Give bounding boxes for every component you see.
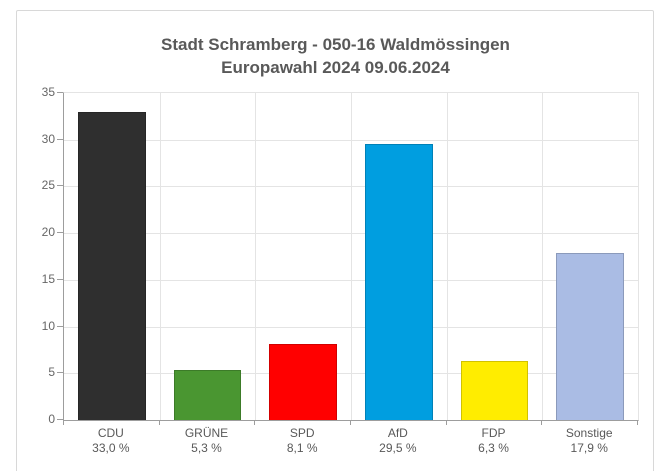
x-axis-labels: CDU 33,0 % GRÜNE 5,3 % SPD 8,1 % AfD 29,5 % FDP 6… [63, 426, 637, 456]
bar-fdp [460, 361, 529, 420]
y-tick-label: 30 [41, 131, 55, 146]
chart-subtitle: Europawahl 2024 09.06.2024 [221, 58, 450, 77]
category-value-label: 17,9 % [570, 441, 608, 455]
category-label: Sonstige [565, 426, 613, 440]
x-label-fdp: FDP 6,3 % [446, 426, 542, 456]
category-value-label: 29,5 % [379, 441, 417, 455]
category-value-label: 8,1 % [286, 441, 318, 455]
x-label-afd: AfD 29,5 % [350, 426, 446, 456]
category-label: CDU [97, 426, 124, 440]
x-tick-mark [350, 420, 351, 425]
y-tick-mark [57, 185, 63, 187]
x-tick-mark [445, 420, 447, 425]
category-value-label: 33,0 % [92, 441, 130, 455]
bar-gruene [173, 370, 242, 420]
category-label: SPD [289, 426, 315, 440]
chart-title-block: Stadt Schramberg - 050-16 Waldmössingen … [0, 33, 671, 79]
x-tick-mark [63, 420, 64, 425]
y-tick-mark [57, 232, 63, 234]
x-label-cdu: CDU 33,0 % [63, 426, 159, 456]
gridline-vertical [351, 93, 352, 420]
x-tick-mark [158, 420, 160, 425]
x-label-spd: SPD 8,1 % [254, 426, 350, 456]
chart-title: Stadt Schramberg - 050-16 Waldmössingen [161, 35, 510, 54]
bar-afd [364, 144, 433, 420]
gridline-vertical [255, 93, 257, 420]
y-tick-label: 10 [41, 318, 55, 333]
plot-area [63, 92, 639, 421]
chart-frame [16, 10, 654, 471]
bar-sonstige [556, 252, 625, 420]
gridline-vertical [542, 93, 544, 420]
y-tick-mark [57, 92, 63, 93]
y-tick-mark [57, 372, 63, 374]
category-label: AfD [387, 426, 408, 440]
y-tick-mark [57, 419, 63, 420]
x-tick-mark [637, 420, 638, 425]
y-tick-label: 25 [41, 178, 55, 193]
category-label: GRÜNE [184, 426, 229, 440]
bar-cdu [77, 111, 146, 420]
y-tick-label: 35 [41, 85, 55, 99]
y-tick-mark [57, 138, 63, 140]
gridline-vertical [159, 93, 161, 420]
y-tick-mark [57, 278, 63, 280]
x-tick-mark [254, 420, 256, 425]
x-tick-mark [541, 420, 543, 425]
y-tick-label: 20 [41, 225, 55, 240]
y-tick-label: 15 [41, 271, 55, 286]
y-tick-mark [57, 325, 63, 327]
bar-spd [269, 344, 338, 420]
gridline-vertical [446, 93, 448, 420]
y-tick-label: 0 [48, 412, 55, 426]
category-value-label: 5,3 % [191, 441, 222, 455]
category-value-label: 6,3 % [478, 441, 509, 455]
y-tick-label: 5 [48, 365, 55, 380]
category-label: FDP [481, 426, 506, 440]
x-label-gruene: GRÜNE 5,3 % [159, 426, 255, 456]
x-label-sonstige: Sonstige 17,9 % [541, 426, 637, 456]
